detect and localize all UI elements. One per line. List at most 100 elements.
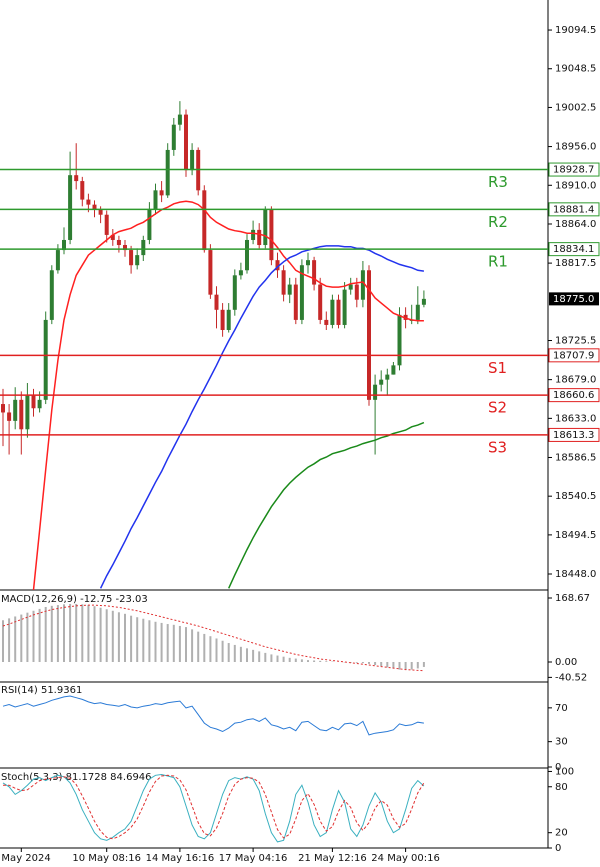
- level-label: 18834.1: [553, 244, 594, 255]
- stoch-main: [2, 773, 425, 843]
- macd-bar: [221, 640, 224, 663]
- candle-body: [415, 304, 420, 320]
- macd-bar: [136, 617, 139, 663]
- y-tick-label: 18864.0: [555, 219, 596, 230]
- macd-bar: [142, 618, 145, 663]
- candle-body: [238, 270, 243, 276]
- candle-body: [86, 199, 91, 205]
- candle-body: [37, 399, 42, 409]
- y-tick-label: 80: [555, 782, 568, 793]
- macd-bar: [32, 610, 35, 663]
- plot-area: [2, 773, 425, 843]
- candle-body: [43, 319, 48, 400]
- level-label: 18928.7: [553, 165, 594, 176]
- candle-body: [251, 229, 256, 240]
- candle-body: [360, 270, 365, 300]
- macd-bar: [355, 662, 358, 663]
- candle-body: [214, 294, 219, 310]
- candle-body: [208, 250, 213, 295]
- macd-bar: [44, 606, 47, 663]
- macd-bar: [288, 657, 291, 663]
- candle-body: [141, 239, 146, 256]
- macd-bar: [81, 604, 84, 663]
- candle-body: [104, 214, 109, 235]
- candle-body: [373, 384, 378, 400]
- macd-bar: [87, 605, 90, 663]
- candle-body: [281, 270, 286, 295]
- candle-body: [1, 404, 5, 413]
- level-name: S2: [488, 399, 507, 417]
- level-label: 18613.3: [553, 430, 594, 441]
- candle-body: [110, 234, 115, 240]
- y-tick-label: 18633.0: [555, 413, 596, 424]
- candle-body: [385, 374, 390, 380]
- candle-body: [129, 250, 134, 266]
- macd-bar: [398, 662, 401, 670]
- macd-bar: [38, 608, 41, 663]
- candle-body: [159, 190, 164, 196]
- candle-body: [147, 209, 152, 240]
- macd-bar: [264, 652, 267, 663]
- level-box: [548, 388, 600, 403]
- candle-body: [403, 314, 408, 320]
- y-tick-label: 70: [555, 703, 568, 714]
- candle-body: [202, 190, 207, 251]
- candle-body: [354, 284, 359, 300]
- level-label: 18660.6: [553, 390, 594, 401]
- candle-body: [342, 289, 347, 325]
- candle-body: [74, 175, 79, 182]
- candle-body: [25, 395, 30, 430]
- y-tick-label: 0: [555, 843, 561, 854]
- macd-bar: [2, 620, 4, 663]
- candle-body: [257, 229, 262, 246]
- y-tick-label: 18494.5: [555, 530, 596, 541]
- y-tick-label: 168.67: [555, 593, 590, 604]
- candle-body: [391, 365, 396, 375]
- candle-body: [92, 204, 97, 210]
- candle-body: [421, 298, 426, 305]
- y-tick-label: 0: [555, 762, 561, 773]
- stoch-signal: [3, 774, 425, 840]
- candle-body: [135, 255, 140, 266]
- macd-bar: [69, 603, 72, 663]
- candle-body: [330, 299, 335, 325]
- macd-bar: [191, 629, 194, 663]
- y-tick-label: 20: [555, 828, 568, 839]
- macd-bar: [20, 614, 23, 663]
- candle-body: [68, 175, 73, 240]
- macd-bar: [252, 649, 255, 663]
- macd-bar: [105, 609, 108, 663]
- macd-bar: [282, 656, 285, 663]
- candle-body: [80, 181, 85, 200]
- plot-area: [2, 603, 425, 672]
- level-name: R3: [488, 173, 508, 191]
- level-box: [548, 427, 600, 442]
- macd-bar: [197, 631, 200, 663]
- macd-bar: [111, 610, 114, 663]
- candle-body: [312, 260, 317, 285]
- macd-bar: [246, 648, 248, 663]
- candle-body: [165, 149, 170, 196]
- level-name: R1: [488, 253, 508, 271]
- level-box: [548, 242, 600, 257]
- y-tick-label: 18448.0: [555, 569, 596, 580]
- level-label: 18707.9: [553, 350, 594, 361]
- y-tick-label: 18725.5: [555, 336, 596, 347]
- macd-bar: [14, 616, 17, 663]
- candle-body: [397, 314, 402, 366]
- y-tick-label: 18586.5: [555, 452, 596, 463]
- candle-body: [190, 149, 195, 171]
- candle-body: [306, 260, 310, 266]
- macd-bar: [117, 612, 120, 663]
- y-tick-label: -40.52: [555, 672, 587, 683]
- candle-body: [287, 284, 292, 295]
- macd-bar: [26, 612, 29, 663]
- macd-bar: [63, 604, 65, 663]
- y-tick-label: 19048.5: [555, 64, 596, 75]
- macd-bar: [154, 621, 157, 663]
- level-label: 18881.4: [553, 204, 594, 215]
- macd-bar: [361, 662, 364, 664]
- macd-bar: [300, 659, 303, 663]
- macd-bar: [160, 622, 163, 663]
